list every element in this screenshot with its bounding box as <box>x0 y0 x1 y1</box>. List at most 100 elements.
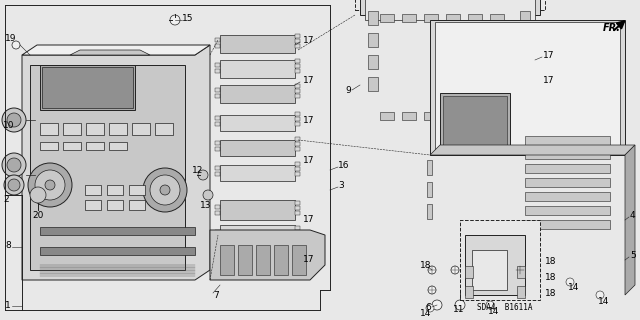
Bar <box>295 94 300 98</box>
Bar <box>295 231 300 235</box>
Bar <box>465 235 525 295</box>
Bar <box>424 14 438 22</box>
Text: 14: 14 <box>420 308 431 317</box>
Bar <box>238 245 252 275</box>
Bar <box>295 137 300 141</box>
Circle shape <box>12 41 20 49</box>
Circle shape <box>432 300 442 310</box>
Bar <box>215 141 220 145</box>
Text: FR.: FR. <box>603 23 621 33</box>
Bar <box>40 123 58 135</box>
Text: 1: 1 <box>5 300 11 309</box>
Text: 17: 17 <box>303 116 314 124</box>
Text: 14: 14 <box>488 308 499 316</box>
Bar <box>295 64 300 68</box>
Text: 17: 17 <box>543 51 554 60</box>
Bar <box>295 117 300 121</box>
Text: 8: 8 <box>5 241 11 250</box>
Bar <box>155 123 173 135</box>
Circle shape <box>426 304 434 312</box>
Bar <box>220 200 295 220</box>
Bar <box>107 200 123 210</box>
Bar <box>435 22 620 152</box>
Bar <box>520 33 530 47</box>
Text: 11: 11 <box>453 306 465 315</box>
Bar <box>109 142 127 150</box>
Bar <box>525 206 610 215</box>
Bar <box>63 142 81 150</box>
Text: 17: 17 <box>303 76 314 84</box>
Bar <box>215 88 220 92</box>
Bar <box>525 136 610 145</box>
Bar <box>430 20 625 155</box>
Bar <box>220 35 295 53</box>
Bar <box>365 0 535 20</box>
Bar <box>380 14 394 22</box>
Bar <box>40 247 195 255</box>
Bar <box>215 147 220 151</box>
Bar <box>295 167 300 171</box>
Text: 16: 16 <box>338 161 349 170</box>
Bar <box>220 245 234 275</box>
Bar <box>402 14 416 22</box>
Bar <box>30 65 185 270</box>
Text: SDA4  B1611A: SDA4 B1611A <box>477 302 532 311</box>
Bar <box>490 14 504 22</box>
Bar <box>295 112 300 116</box>
Bar <box>215 94 220 98</box>
Text: 2: 2 <box>3 196 8 204</box>
Polygon shape <box>625 145 635 295</box>
Bar <box>380 112 394 120</box>
Bar <box>40 227 195 235</box>
Bar <box>460 220 540 300</box>
Bar <box>215 166 220 170</box>
Circle shape <box>143 168 187 212</box>
Circle shape <box>160 185 170 195</box>
Bar <box>295 39 300 43</box>
Bar <box>368 55 378 69</box>
Bar <box>220 85 295 103</box>
Text: 14: 14 <box>598 298 609 307</box>
Circle shape <box>451 266 459 274</box>
Bar <box>446 112 460 120</box>
Text: 17: 17 <box>303 255 314 265</box>
Text: 18: 18 <box>420 260 431 269</box>
Bar <box>368 11 378 25</box>
Circle shape <box>30 187 46 203</box>
Bar <box>517 266 525 278</box>
Bar <box>215 230 220 234</box>
Bar <box>129 185 145 195</box>
Bar <box>295 206 300 210</box>
Bar <box>220 60 295 78</box>
Circle shape <box>428 266 436 274</box>
Bar <box>295 69 300 73</box>
Bar <box>525 164 610 173</box>
Bar <box>517 286 525 298</box>
Bar <box>440 93 510 148</box>
Text: 18: 18 <box>545 274 557 283</box>
Text: 9: 9 <box>345 85 351 94</box>
Circle shape <box>428 286 436 294</box>
Bar <box>109 123 127 135</box>
Bar <box>295 236 300 240</box>
Bar <box>215 38 220 42</box>
Bar <box>295 172 300 176</box>
Bar <box>132 123 150 135</box>
Text: 3: 3 <box>338 180 344 189</box>
Bar <box>220 165 295 181</box>
Circle shape <box>7 158 21 172</box>
Bar <box>215 205 220 209</box>
Text: 14: 14 <box>568 284 579 292</box>
Bar <box>368 33 378 47</box>
Bar <box>295 211 300 215</box>
Text: 17: 17 <box>543 76 554 84</box>
Bar <box>295 142 300 146</box>
Text: 15: 15 <box>182 13 193 22</box>
Bar <box>525 192 610 201</box>
Bar <box>215 122 220 126</box>
Bar <box>215 116 220 120</box>
Bar <box>427 204 432 219</box>
Text: 7: 7 <box>213 291 219 300</box>
Bar <box>274 245 288 275</box>
Text: 10: 10 <box>3 121 15 130</box>
